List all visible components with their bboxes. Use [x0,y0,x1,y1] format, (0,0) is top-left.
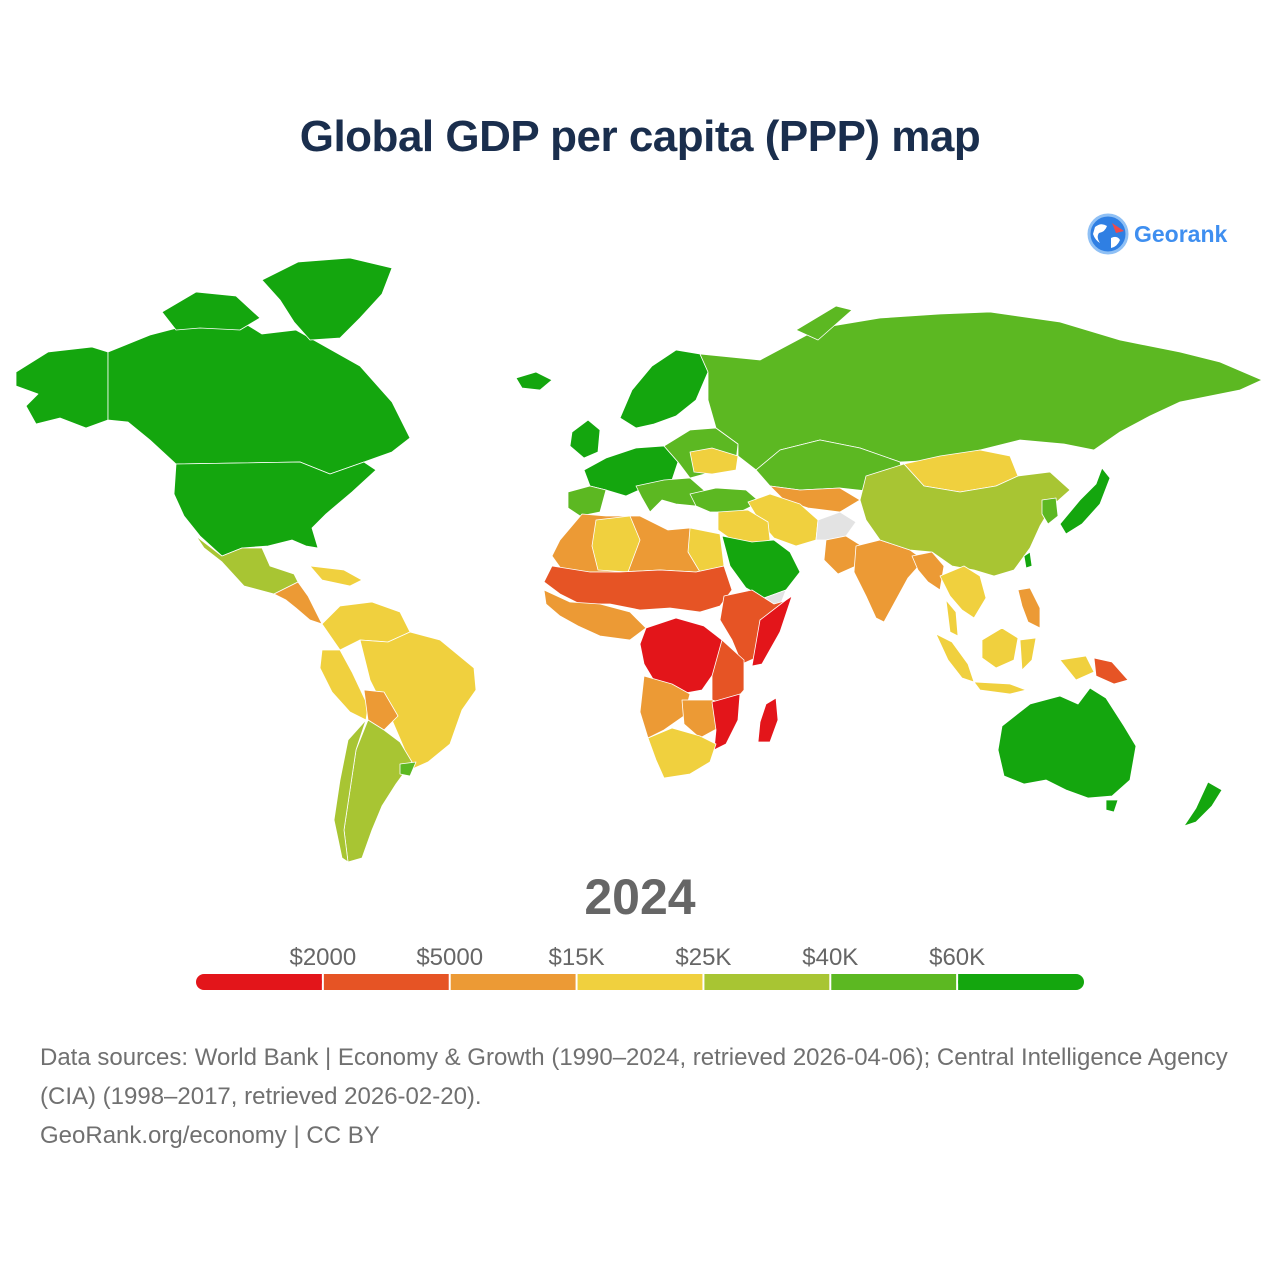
legend-swatch-1 [196,974,322,990]
legend-threshold-label: $40K [802,944,858,971]
region-uruguay [399,761,417,777]
legend-threshold-label: $25K [675,944,731,971]
region-west-africa [543,589,647,641]
region-mexico [195,535,299,595]
region-novaya-zemlya [795,305,853,341]
legend-swatch-fill-7 [958,974,969,990]
region-india [853,539,925,623]
region-canada [107,317,411,475]
legend-swatch-3 [450,974,576,990]
logo-text: Georank [1134,220,1228,247]
region-iberia [567,485,607,517]
region-australia [997,687,1137,799]
region-bolivia [363,689,399,731]
region-angola [639,675,691,739]
legend-threshold-label: $5000 [416,944,483,971]
region-greenland [261,257,393,341]
region-somalia [751,595,793,667]
region-russia [699,311,1263,471]
region-british-isles [569,419,601,459]
region-tasmania [1105,799,1119,813]
region-malay-peninsula [945,599,959,637]
region-korea [1041,497,1059,525]
year-label: 2024 [584,869,696,925]
region-borneo [981,627,1019,669]
region-ecuador-peru [319,649,369,721]
region-japan [1059,467,1111,535]
legend-swatch-7 [958,974,1084,990]
credit-link[interactable]: GeoRank.org/economy | CC BY [40,1122,380,1149]
region-central-africa [639,617,723,695]
region-scandinavia [619,349,709,429]
legend-threshold-label: $15K [549,944,605,971]
region-chile [333,719,367,863]
legend-swatch-6 [831,974,957,990]
world-map [15,257,1263,863]
region-papua-indonesia [1059,655,1095,681]
legend-threshold-label: $2000 [289,944,356,971]
region-mozambique [711,693,741,751]
legend-swatch-4 [577,974,703,990]
region-arabia [721,535,801,599]
region-sulawesi [1019,637,1037,671]
region-new-zealand [1183,781,1223,827]
region-ukraine [689,447,739,475]
region-sumatra [935,633,975,683]
region-java [973,681,1027,695]
footer: Data sources: World Bank | Economy & Gro… [40,1038,1240,1155]
region-bangladesh-myanmar [911,551,945,591]
region-philippines [1017,587,1041,629]
region-italy-balkans [635,477,707,513]
page-title: Global GDP per capita (PPP) map [299,112,981,161]
region-usa [173,461,377,557]
region-sahel [543,565,733,613]
legend-swatch-fill-1 [311,974,322,990]
region-caribbean [309,565,363,587]
region-madagascar [757,697,779,743]
region-iceland [515,371,553,391]
region-turkey [689,487,761,513]
region-alaska [15,346,109,429]
legend-swatch-5 [704,974,830,990]
data-sources: Data sources: World Bank | Economy & Gro… [40,1044,1228,1110]
region-arctic-islands [161,291,261,331]
region-taiwan [1023,551,1033,569]
legend-swatch-2 [323,974,449,990]
region-afghanistan [815,511,857,541]
region-southern-africa [647,727,717,779]
region-china [859,463,1071,577]
region-png [1093,657,1129,685]
region-indochina [939,565,987,619]
georank-logo[interactable]: Georank [1086,212,1227,256]
color-legend: $2000 $5000 $15K $25K $40K $60K [196,944,1084,990]
legend-threshold-label: $60K [929,944,985,971]
globe-icon [1087,213,1129,255]
